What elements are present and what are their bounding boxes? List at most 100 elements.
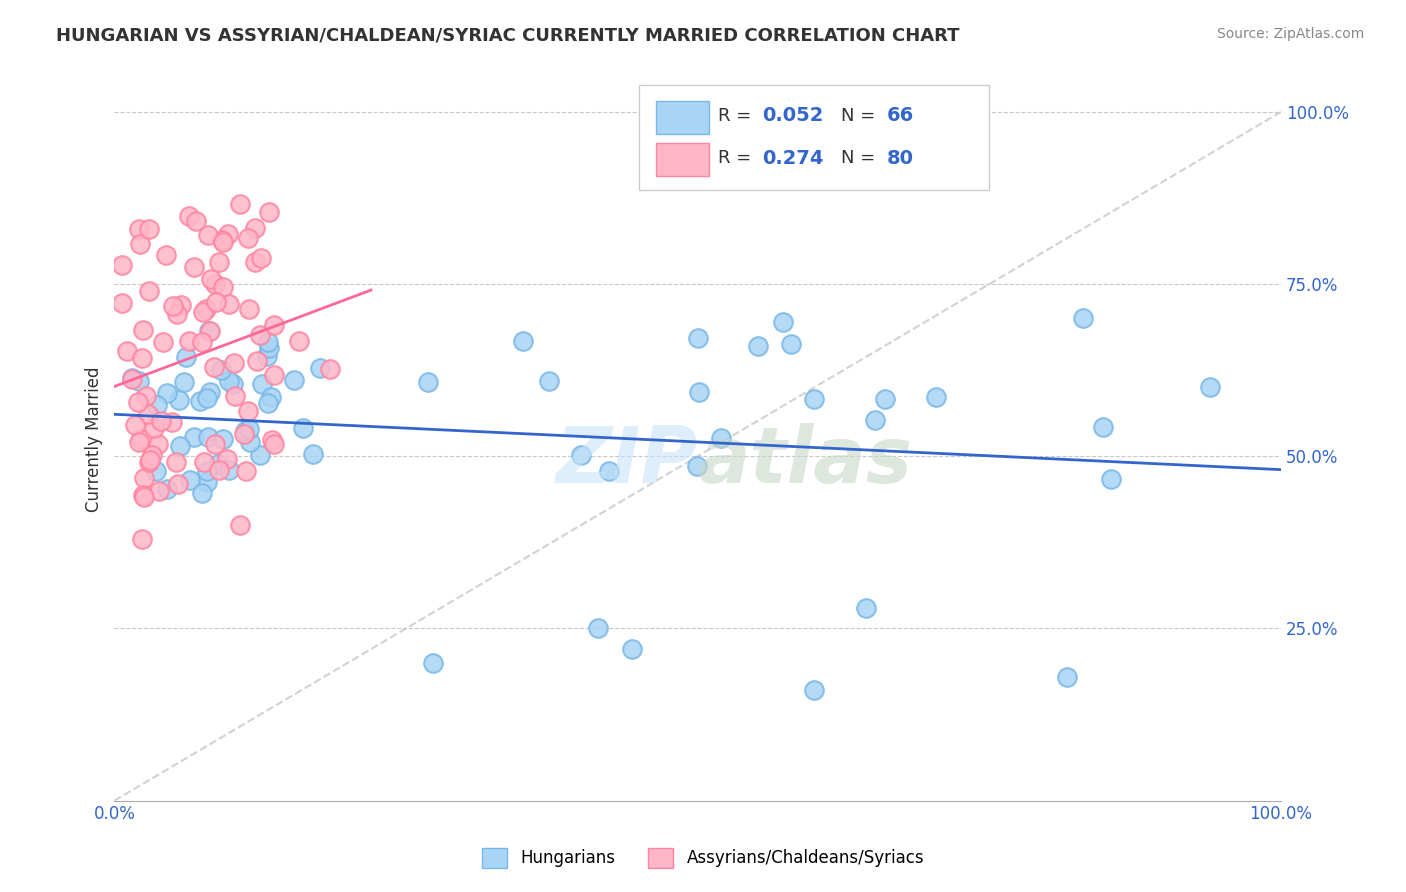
Point bbox=[115, 344, 138, 359]
Point bbox=[688, 384, 710, 399]
Point bbox=[145, 464, 167, 478]
Point bbox=[131, 432, 153, 446]
Point bbox=[245, 221, 267, 235]
Point bbox=[263, 436, 285, 450]
Point bbox=[132, 488, 155, 502]
Point bbox=[138, 285, 160, 299]
Text: 66: 66 bbox=[887, 106, 914, 125]
Point bbox=[218, 463, 240, 477]
Point bbox=[136, 407, 159, 421]
Point bbox=[256, 349, 278, 363]
Point bbox=[256, 334, 278, 349]
Point bbox=[128, 374, 150, 388]
Point bbox=[169, 439, 191, 453]
Point bbox=[257, 396, 280, 410]
Point bbox=[218, 297, 240, 311]
Point bbox=[207, 457, 229, 471]
Point bbox=[257, 342, 280, 356]
Point bbox=[224, 388, 246, 402]
Point bbox=[212, 280, 235, 294]
Point bbox=[132, 470, 155, 484]
Point bbox=[621, 642, 644, 657]
Point bbox=[211, 235, 233, 250]
Point bbox=[262, 434, 284, 448]
Point bbox=[121, 372, 143, 386]
Point bbox=[246, 354, 269, 368]
Point bbox=[538, 374, 561, 388]
Point bbox=[252, 377, 274, 392]
Point bbox=[302, 447, 325, 461]
Point bbox=[569, 448, 592, 462]
Y-axis label: Currently Married: Currently Married bbox=[86, 367, 103, 512]
Point bbox=[250, 251, 273, 265]
Point bbox=[129, 237, 152, 252]
Text: ZIP: ZIP bbox=[555, 423, 697, 499]
Point bbox=[249, 328, 271, 343]
Point bbox=[197, 430, 219, 444]
Point bbox=[211, 233, 233, 247]
Point bbox=[166, 307, 188, 321]
Text: N =: N = bbox=[841, 150, 882, 168]
Point bbox=[173, 375, 195, 389]
Point bbox=[194, 301, 217, 316]
Point bbox=[183, 430, 205, 444]
Point bbox=[235, 463, 257, 477]
Point bbox=[179, 474, 201, 488]
Point bbox=[195, 475, 218, 490]
Point bbox=[217, 452, 239, 467]
Point bbox=[190, 334, 212, 349]
Point bbox=[193, 454, 215, 468]
Point bbox=[202, 359, 225, 374]
Text: 0.274: 0.274 bbox=[762, 149, 824, 168]
Text: HUNGARIAN VS ASSYRIAN/CHALDEAN/SYRIAC CURRENTLY MARRIED CORRELATION CHART: HUNGARIAN VS ASSYRIAN/CHALDEAN/SYRIAC CU… bbox=[56, 27, 960, 45]
Point bbox=[288, 334, 311, 348]
Point bbox=[1099, 473, 1122, 487]
Point bbox=[239, 435, 262, 450]
Point bbox=[190, 486, 212, 500]
Point bbox=[422, 656, 444, 670]
Point bbox=[150, 414, 173, 428]
Point bbox=[141, 448, 163, 462]
Point bbox=[236, 403, 259, 417]
Point bbox=[238, 422, 260, 436]
Text: R =: R = bbox=[717, 150, 756, 168]
FancyBboxPatch shape bbox=[655, 101, 710, 134]
Point bbox=[208, 255, 231, 269]
Point bbox=[128, 222, 150, 236]
Point bbox=[134, 490, 156, 504]
Point bbox=[148, 484, 170, 499]
Point bbox=[263, 318, 285, 333]
Point bbox=[131, 351, 153, 366]
Text: 80: 80 bbox=[887, 149, 914, 168]
Point bbox=[598, 464, 620, 478]
Point bbox=[710, 432, 733, 446]
Point bbox=[319, 362, 342, 376]
Point bbox=[205, 294, 228, 309]
Point bbox=[170, 298, 193, 312]
Point bbox=[291, 421, 314, 435]
Point bbox=[283, 373, 305, 387]
Text: R =: R = bbox=[717, 107, 756, 125]
Point bbox=[138, 222, 160, 236]
Point bbox=[167, 477, 190, 491]
Point bbox=[155, 248, 177, 262]
Point bbox=[138, 453, 160, 467]
Point bbox=[257, 205, 280, 219]
Point bbox=[132, 323, 155, 337]
Point bbox=[245, 255, 267, 269]
Point bbox=[198, 385, 221, 400]
Point bbox=[925, 390, 948, 404]
Point bbox=[418, 375, 440, 389]
Point bbox=[747, 339, 769, 353]
Point bbox=[1091, 420, 1114, 434]
Point bbox=[803, 683, 825, 698]
Point bbox=[127, 395, 149, 409]
Point bbox=[197, 227, 219, 242]
Point bbox=[236, 231, 259, 245]
Point bbox=[142, 421, 165, 435]
Point bbox=[260, 390, 283, 404]
Point bbox=[855, 600, 877, 615]
Point bbox=[162, 300, 184, 314]
Point bbox=[183, 260, 205, 275]
Point bbox=[233, 424, 256, 438]
